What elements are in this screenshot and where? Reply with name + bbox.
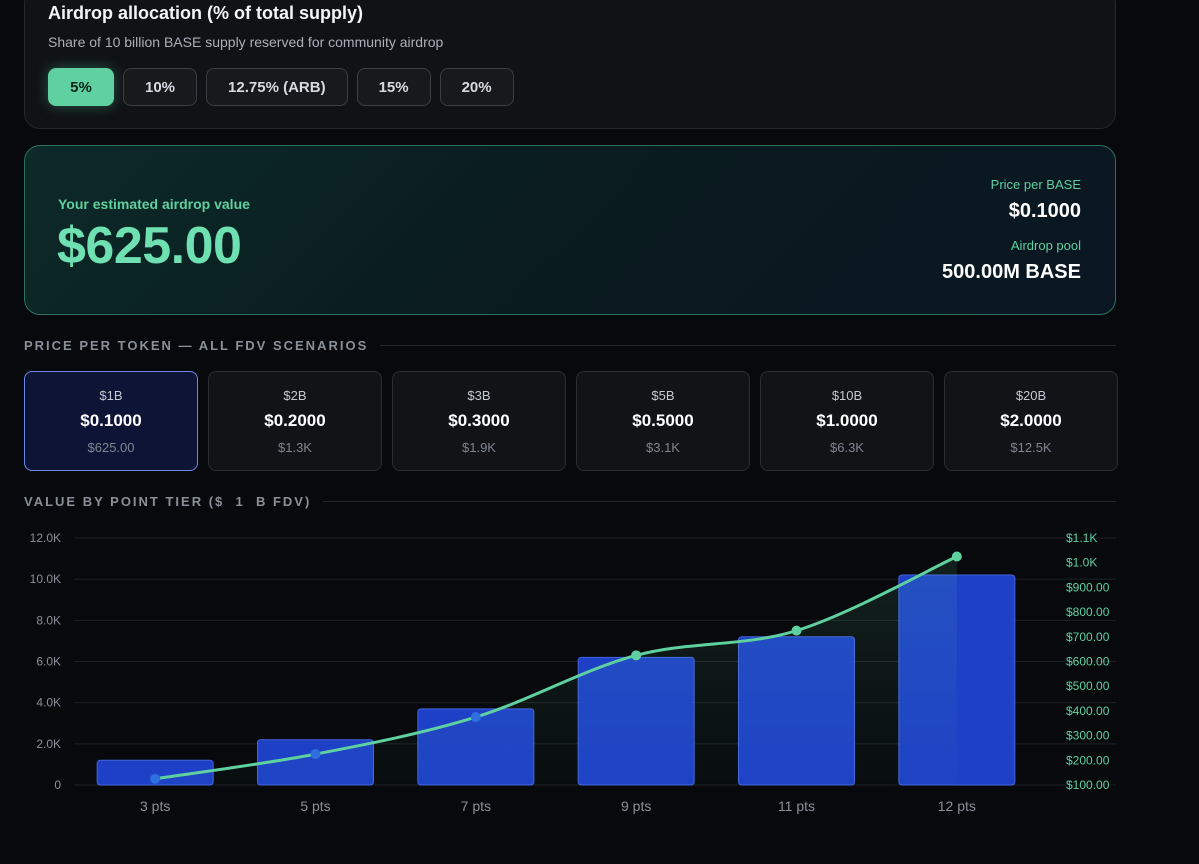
fdv-value: $3.1K bbox=[646, 439, 680, 455]
fdv-price: $2.0000 bbox=[1000, 410, 1062, 430]
price-value: $0.1000 bbox=[1008, 200, 1081, 222]
allocation-subtitle: Share of 10 billion BASE supply reserved… bbox=[48, 34, 444, 50]
y-right-tick-label: $300.00 bbox=[1066, 729, 1110, 743]
line-point bbox=[310, 749, 321, 760]
line-point bbox=[150, 773, 161, 784]
fdv-label: $3B bbox=[467, 387, 491, 403]
x-tick-label: 11 pts bbox=[778, 798, 815, 814]
tier-heading: VALUE BY POINT TIER ($ 1 B FDV) bbox=[24, 494, 1116, 509]
y-right-tick-label: $1.1K bbox=[1066, 531, 1097, 545]
y-right-tick-label: $700.00 bbox=[1066, 630, 1110, 644]
y-right-tick-label: $1.0K bbox=[1066, 556, 1097, 570]
fdv-label: $20B bbox=[1015, 387, 1047, 403]
y-left-tick-label: 2.0K bbox=[36, 737, 61, 751]
tier-chart: 0 2.0K 4.0K 6.0K 8.0K 10.0K 12.0K $100.00 $200.0… bbox=[30, 531, 1116, 814]
price-block: Price per BASE $0.1000 bbox=[991, 177, 1081, 223]
y-left-tick-label: 8.0K bbox=[36, 613, 61, 627]
fdv-card-2b[interactable]: $2B $0.2000 $1.3K bbox=[208, 371, 382, 471]
fdv-value: $1.3K bbox=[278, 439, 312, 455]
fdv-card-5b[interactable]: $5B $0.5000 $3.1K bbox=[576, 371, 750, 471]
line-point bbox=[631, 650, 642, 661]
fdv-price: $1.0000 bbox=[816, 410, 878, 430]
fdv-value: $625.00 bbox=[87, 439, 135, 455]
estimate-label: Your estimated airdrop value bbox=[58, 196, 250, 212]
y-right-tick-label: $200.00 bbox=[1066, 753, 1110, 767]
fdv-price: $0.2000 bbox=[264, 410, 326, 430]
fdv-card-20b[interactable]: $20B $2.0000 $12.5K bbox=[944, 371, 1118, 471]
pool-block: Airdrop pool 500.00M BASE bbox=[942, 238, 1081, 284]
line-area bbox=[155, 556, 957, 785]
tier-heading-text: VALUE BY POINT TIER ($ 1 B FDV) bbox=[24, 494, 312, 509]
x-tick-label: 3 pts bbox=[140, 798, 170, 814]
x-tick-label: 9 pts bbox=[621, 798, 651, 814]
y-right-tick-label: $100.00 bbox=[1066, 778, 1110, 792]
fdv-price: $0.3000 bbox=[448, 410, 510, 430]
line-point bbox=[791, 625, 802, 636]
y-right-tick-label: $900.00 bbox=[1066, 580, 1110, 594]
estimate-card: Your estimated airdrop value $625.00 Pri… bbox=[24, 145, 1116, 315]
fdv-label: $10B bbox=[831, 387, 863, 403]
allocation-options: 5% 10% 12.75% (ARB) 15% 20% bbox=[48, 68, 514, 106]
y-left-tick-label: 0 bbox=[54, 778, 61, 792]
price-label: Price per BASE bbox=[990, 177, 1081, 192]
x-tick-label: 5 pts bbox=[300, 798, 330, 814]
y-left-tick-label: 6.0K bbox=[36, 655, 61, 669]
fdv-label: $2B bbox=[283, 387, 307, 403]
fdv-label: $1B bbox=[99, 387, 123, 403]
fdv-price: $0.5000 bbox=[632, 410, 694, 430]
y-left-tick-label: 4.0K bbox=[36, 696, 61, 710]
scenarios-heading: PRICE PER TOKEN — ALL FDV SCENARIOS bbox=[24, 338, 1116, 353]
allocation-card: Airdrop allocation (% of total supply) S… bbox=[24, 0, 1116, 129]
divider bbox=[323, 501, 1116, 502]
allocation-title: Airdrop allocation (% of total supply) bbox=[48, 3, 363, 23]
fdv-card-10b[interactable]: $10B $1.0000 $6.3K bbox=[760, 371, 934, 471]
y-left-tick-label: 10.0K bbox=[30, 572, 61, 586]
allocation-option-20[interactable]: 20% bbox=[439, 68, 514, 106]
fdv-price: $0.1000 bbox=[80, 410, 142, 430]
fdv-value: $12.5K bbox=[1010, 439, 1052, 455]
allocation-option-5[interactable]: 5% bbox=[48, 68, 114, 106]
x-tick-label: 12 pts bbox=[938, 798, 976, 814]
y-right-tick-label: $800.00 bbox=[1066, 605, 1110, 619]
line-point bbox=[951, 551, 962, 562]
line-series bbox=[153, 555, 959, 781]
fdv-value: $1.9K bbox=[462, 439, 496, 455]
fdv-scenarios: $1B $0.1000 $625.00 $2B $0.2000 $1.3K $3… bbox=[24, 371, 1118, 471]
allocation-option-12-75-arb[interactable]: 12.75% (ARB) bbox=[206, 68, 348, 106]
y-right-tick-label: $400.00 bbox=[1066, 704, 1110, 718]
y-right-tick-label: $500.00 bbox=[1066, 679, 1110, 693]
pool-value: 500.00M BASE bbox=[942, 261, 1081, 283]
scenarios-heading-text: PRICE PER TOKEN — ALL FDV SCENARIOS bbox=[24, 338, 369, 353]
pool-label: Airdrop pool bbox=[1010, 238, 1081, 253]
fdv-card-3b[interactable]: $3B $0.3000 $1.9K bbox=[392, 371, 566, 471]
divider bbox=[380, 345, 1116, 346]
fdv-label: $5B bbox=[651, 387, 675, 403]
x-tick-label: 7 pts bbox=[461, 798, 491, 814]
fdv-value: $6.3K bbox=[830, 439, 864, 455]
estimate-value: $625.00 bbox=[57, 217, 242, 275]
y-right-tick-label: $600.00 bbox=[1066, 655, 1110, 669]
line-point bbox=[470, 712, 481, 723]
allocation-option-10[interactable]: 10% bbox=[123, 68, 198, 106]
fdv-card-1b[interactable]: $1B $0.1000 $625.00 bbox=[24, 371, 198, 471]
allocation-option-15[interactable]: 15% bbox=[356, 68, 431, 106]
y-left-tick-label: 12.0K bbox=[30, 531, 61, 545]
